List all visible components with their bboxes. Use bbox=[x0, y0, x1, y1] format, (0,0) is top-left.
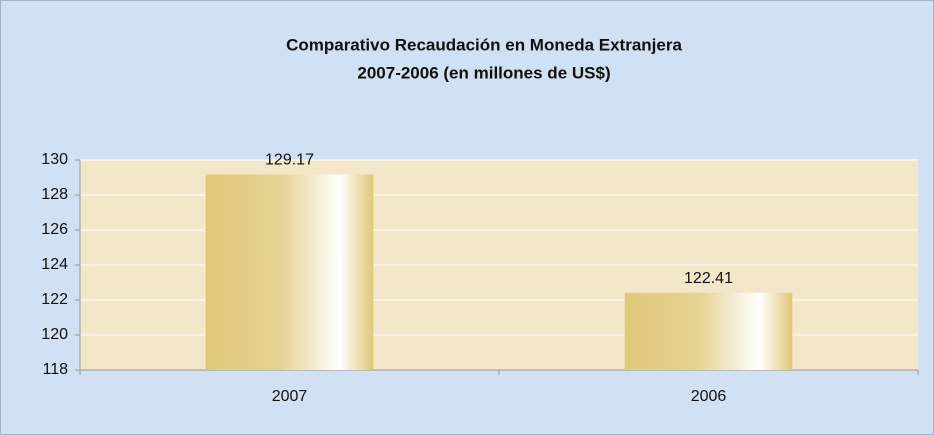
y-tick-label: 126 bbox=[41, 221, 68, 238]
bar bbox=[205, 174, 374, 370]
y-tick-label: 128 bbox=[41, 186, 68, 203]
x-tick-label: 2007 bbox=[272, 388, 308, 405]
y-tick-label: 122 bbox=[41, 291, 68, 308]
data-label: 129.17 bbox=[265, 152, 314, 169]
x-tick-label: 2006 bbox=[691, 388, 727, 405]
chart-subtitle: 2007-2006 (en millones de US$) bbox=[357, 63, 610, 82]
data-label: 122.41 bbox=[684, 270, 733, 287]
chart-title: Comparativo Recaudación en Moneda Extran… bbox=[286, 35, 682, 54]
y-tick-label: 124 bbox=[41, 256, 68, 273]
y-tick-label: 118 bbox=[42, 361, 68, 378]
y-tick-label: 120 bbox=[41, 326, 68, 343]
bar bbox=[624, 292, 793, 370]
y-tick-label: 130 bbox=[41, 151, 68, 168]
